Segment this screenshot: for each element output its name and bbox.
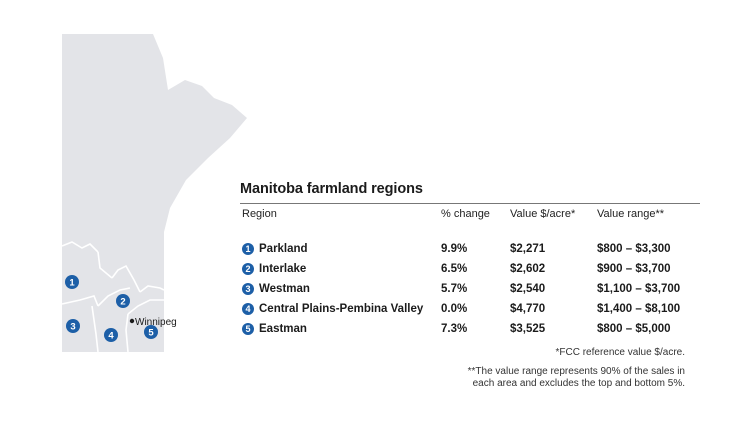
percent-change: 5.7% (441, 283, 468, 295)
header-region: Region (242, 208, 277, 220)
region-borders (61, 241, 165, 353)
value-per-acre: $4,770 (510, 303, 546, 315)
value-per-acre: $2,540 (510, 283, 546, 295)
winnipeg-dot (129, 318, 135, 324)
region-name: Westman (259, 283, 310, 295)
footnote-range-line1: **The value range represents 90% of the … (467, 366, 685, 377)
percent-change: 9.9% (441, 243, 468, 255)
svg-text:4: 4 (108, 331, 114, 342)
farmland-table-panel: Manitoba farmland regions Region % chang… (240, 181, 700, 340)
region-number-badge: 1 (242, 243, 254, 255)
table-row: 3 Westman 5.7% $2,540 $1,100 – $3,700 (240, 280, 700, 300)
value-per-acre: $2,271 (510, 243, 546, 255)
svg-text:3: 3 (70, 322, 75, 333)
svg-text:1: 1 (69, 278, 75, 289)
footnote-reference-value: *FCC reference value $/acre. (555, 347, 685, 358)
value-range: $1,100 – $3,700 (597, 283, 681, 295)
region-number-badge: 4 (242, 303, 254, 315)
region-number-badge: 3 (242, 283, 254, 295)
footnote-range-line2: each area and excludes the top and botto… (472, 378, 685, 389)
value-range: $900 – $3,700 (597, 263, 671, 275)
percent-change: 6.5% (441, 263, 468, 275)
percent-change: 0.0% (441, 303, 468, 315)
region-name: Eastman (259, 323, 307, 335)
table-row: 4 Central Plains-Pembina Valley 0.0% $4,… (240, 300, 700, 320)
header-value: Value $/acre* (510, 208, 576, 220)
value-range: $1,400 – $8,100 (597, 303, 681, 315)
region-name: Interlake (259, 263, 307, 275)
region-name: Central Plains-Pembina Valley (259, 303, 424, 315)
table-header-row: Region % change Value $/acre* Value rang… (240, 204, 700, 226)
region-marker-5: 5 (144, 325, 158, 339)
title-rule (240, 203, 700, 204)
table-row: 5 Eastman 7.3% $3,525 $800 – $5,000 (240, 320, 700, 340)
table-row: 1 Parkland 9.9% $2,271 $800 – $3,300 (240, 240, 700, 260)
region-marker-4: 4 (104, 328, 118, 342)
region-number-badge: 2 (242, 263, 254, 275)
table-title: Manitoba farmland regions (240, 181, 423, 197)
region-name: Parkland (259, 243, 308, 255)
svg-text:5: 5 (148, 328, 154, 339)
region-marker-1: 1 (65, 275, 79, 289)
winnipeg-label: Winnipeg (135, 317, 177, 328)
percent-change: 7.3% (441, 323, 468, 335)
value-range: $800 – $3,300 (597, 243, 671, 255)
region-marker-3: 3 (66, 319, 80, 333)
region-number-badge: 5 (242, 323, 254, 335)
value-range: $800 – $5,000 (597, 323, 671, 335)
header-range: Value range** (597, 208, 665, 220)
table-row: 2 Interlake 6.5% $2,602 $900 – $3,700 (240, 260, 700, 280)
manitoba-province-shape (62, 34, 247, 352)
value-per-acre: $2,602 (510, 263, 546, 275)
header-change: % change (441, 208, 490, 220)
value-per-acre: $3,525 (510, 323, 546, 335)
svg-text:2: 2 (120, 297, 125, 308)
region-marker-2: 2 (116, 294, 130, 308)
